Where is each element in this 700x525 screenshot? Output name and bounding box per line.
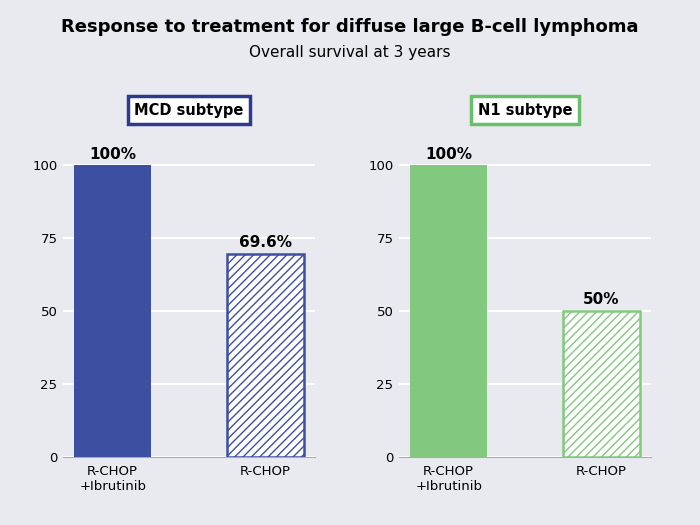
Text: 69.6%: 69.6% (239, 235, 292, 250)
Text: 100%: 100% (425, 146, 472, 162)
Text: 100%: 100% (89, 146, 136, 162)
Text: Overall survival at 3 years: Overall survival at 3 years (249, 45, 451, 60)
Text: 50%: 50% (583, 292, 620, 308)
Bar (564, 311, 640, 457)
Bar (410, 165, 486, 457)
Bar (228, 254, 304, 457)
Text: Response to treatment for diffuse large B-cell lymphoma: Response to treatment for diffuse large … (62, 18, 638, 36)
Text: MCD subtype: MCD subtype (134, 103, 244, 118)
Text: N1 subtype: N1 subtype (477, 103, 573, 118)
Bar (74, 165, 150, 457)
